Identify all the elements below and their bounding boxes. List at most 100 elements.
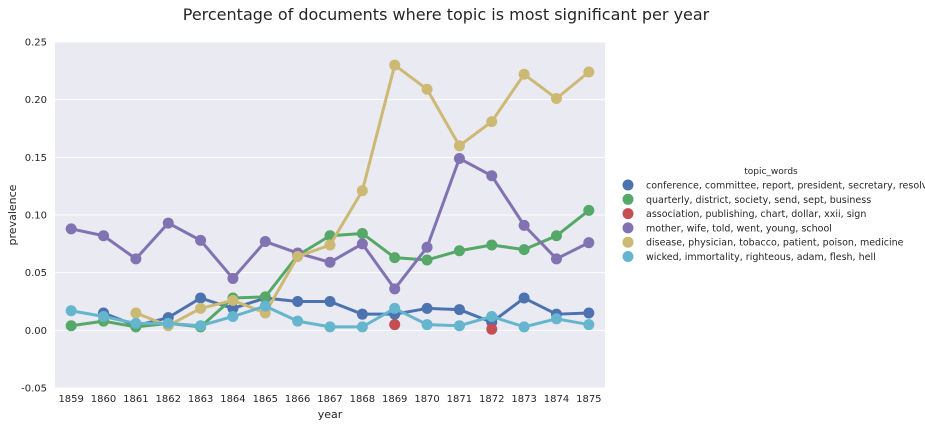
legend-entry: quarterly, district, society, send, sept… <box>646 195 871 206</box>
data-point <box>356 308 368 320</box>
series-2 <box>389 319 498 335</box>
data-point <box>453 245 465 257</box>
data-point <box>583 307 595 319</box>
legend-marker <box>622 236 634 248</box>
data-point <box>389 319 401 331</box>
data-point <box>421 83 433 95</box>
x-tick-label: 1861 <box>123 394 148 405</box>
data-point <box>130 307 142 319</box>
data-point <box>130 253 142 265</box>
x-tick-label: 1869 <box>382 394 407 405</box>
data-point <box>583 237 595 249</box>
data-point <box>259 291 271 303</box>
data-point <box>292 315 304 327</box>
data-point <box>421 302 433 314</box>
data-point <box>65 223 77 235</box>
data-point <box>259 236 271 248</box>
data-point <box>421 241 433 253</box>
data-point <box>389 283 401 295</box>
data-point <box>550 253 562 265</box>
data-point <box>195 292 207 304</box>
data-point <box>324 239 336 251</box>
data-point <box>356 238 368 250</box>
y-tick-labels: -0.05 0.00 0.05 0.10 0.15 0.20 0.25 <box>21 38 47 395</box>
data-point <box>421 254 433 266</box>
data-point <box>453 320 465 332</box>
data-point <box>453 304 465 316</box>
x-axis-label: year <box>318 408 343 421</box>
legend-marker <box>622 208 634 220</box>
data-point <box>486 170 498 182</box>
y-axis-label: prevalence <box>6 184 19 245</box>
data-point <box>583 66 595 78</box>
legend-entry: mother, wife, told, went, young, school <box>646 223 832 234</box>
y-tick-label: 0.20 <box>25 95 47 106</box>
data-point <box>98 310 110 322</box>
x-tick-label: 1875 <box>576 394 601 405</box>
data-point <box>486 239 498 251</box>
x-tick-labels: 1859 1860 1861 1862 1863 1864 1865 1866 1867 1868… <box>58 394 601 405</box>
y-tick-label: 0.10 <box>25 211 47 222</box>
x-tick-label: 1867 <box>317 394 342 405</box>
legend-title: topic_words <box>744 167 798 177</box>
data-point <box>518 68 530 80</box>
x-tick-label: 1859 <box>58 394 83 405</box>
legend-marker <box>622 251 634 262</box>
data-point <box>550 93 562 105</box>
y-tick-label: 0.00 <box>25 326 47 337</box>
data-point <box>486 323 498 335</box>
x-tick-label: 1864 <box>220 394 245 405</box>
x-tick-label: 1868 <box>350 394 375 405</box>
x-tick-label: 1866 <box>285 394 310 405</box>
data-point <box>550 230 562 242</box>
data-point <box>518 321 530 333</box>
data-point <box>227 272 239 284</box>
legend-marker <box>622 179 634 191</box>
data-point <box>583 319 595 331</box>
data-point <box>389 59 401 71</box>
data-point <box>292 251 304 263</box>
x-tick-label: 1873 <box>511 394 536 405</box>
data-point <box>486 310 498 322</box>
data-point <box>324 321 336 333</box>
chart-title: Percentage of documents where topic is m… <box>183 5 710 24</box>
data-point <box>227 310 239 322</box>
data-point <box>292 296 304 307</box>
y-tick-label: 0.05 <box>25 268 47 279</box>
data-point <box>356 321 368 333</box>
data-point <box>421 319 433 331</box>
y-tick-label: -0.05 <box>21 384 47 395</box>
data-point <box>324 296 336 307</box>
data-point <box>259 300 271 312</box>
data-point <box>65 320 77 332</box>
data-point <box>162 317 174 329</box>
legend-entry: conference, committee, report, president… <box>646 181 925 192</box>
data-point <box>583 204 595 216</box>
legend-entry: disease, physician, tobacco, patient, po… <box>646 238 904 249</box>
legend-entry: association, publishing, chart, dollar, … <box>646 209 866 220</box>
data-point <box>518 244 530 256</box>
data-point <box>195 302 207 314</box>
x-tick-label: 1862 <box>156 394 181 405</box>
data-point <box>453 152 465 164</box>
data-point <box>324 256 336 268</box>
legend: topic_words conference, committee, repor… <box>622 167 925 263</box>
data-point <box>65 305 77 317</box>
data-point <box>518 219 530 231</box>
x-tick-label: 1865 <box>253 394 278 405</box>
data-point <box>389 302 401 314</box>
data-point <box>130 317 142 329</box>
legend-marker <box>622 193 634 205</box>
data-point <box>356 227 368 239</box>
data-point <box>486 116 498 128</box>
x-tick-label: 1871 <box>447 394 472 405</box>
x-tick-label: 1863 <box>188 394 213 405</box>
data-point <box>453 140 465 152</box>
x-tick-label: 1870 <box>414 394 439 405</box>
x-tick-label: 1874 <box>544 394 569 405</box>
data-point <box>227 294 239 306</box>
data-point <box>518 292 530 304</box>
series-group <box>65 59 595 335</box>
data-point <box>227 302 239 314</box>
